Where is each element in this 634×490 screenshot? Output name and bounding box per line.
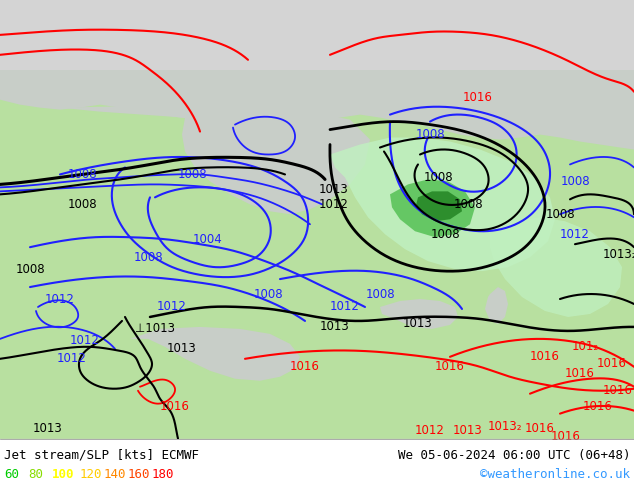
Text: 1016: 1016 <box>463 91 493 104</box>
Text: 1012: 1012 <box>70 334 100 347</box>
Text: 1012: 1012 <box>319 198 349 211</box>
Text: 1008: 1008 <box>423 171 453 184</box>
Text: 1012: 1012 <box>45 293 75 305</box>
Text: We 05-06-2024 06:00 UTC (06+48): We 05-06-2024 06:00 UTC (06+48) <box>398 449 630 462</box>
Polygon shape <box>390 179 475 237</box>
Polygon shape <box>485 287 508 324</box>
Text: 1016: 1016 <box>160 400 190 413</box>
Text: 1012: 1012 <box>415 424 445 437</box>
Text: 1016: 1016 <box>583 400 613 413</box>
Text: ⊥1013: ⊥1013 <box>135 322 175 336</box>
Text: 1016: 1016 <box>530 350 560 363</box>
Text: 1004: 1004 <box>193 233 223 245</box>
Text: 1008: 1008 <box>545 208 575 221</box>
Text: 60: 60 <box>4 468 19 481</box>
Text: 120: 120 <box>80 468 103 481</box>
Text: 1013: 1013 <box>403 318 433 330</box>
Text: 1016: 1016 <box>435 360 465 373</box>
Text: 1008: 1008 <box>560 175 590 188</box>
Text: 1013: 1013 <box>33 422 63 435</box>
Text: 1013₂: 1013₂ <box>488 420 522 433</box>
Polygon shape <box>490 217 622 317</box>
Text: 1013: 1013 <box>453 424 483 437</box>
Text: 1016: 1016 <box>551 430 581 443</box>
Text: 1012: 1012 <box>330 300 360 314</box>
Polygon shape <box>130 327 300 381</box>
Polygon shape <box>416 192 462 221</box>
Text: Jet stream/SLP [kts] ECMWF: Jet stream/SLP [kts] ECMWF <box>4 449 199 462</box>
Text: 1008: 1008 <box>365 288 395 300</box>
Text: 1016: 1016 <box>290 360 320 373</box>
Text: 1013: 1013 <box>320 320 350 333</box>
Polygon shape <box>0 234 634 439</box>
Text: 1016: 1016 <box>603 384 633 397</box>
Text: 1008: 1008 <box>133 251 163 264</box>
Polygon shape <box>0 99 634 439</box>
Polygon shape <box>330 138 555 271</box>
Text: 1016: 1016 <box>565 368 595 380</box>
Text: 1008: 1008 <box>67 198 97 211</box>
Text: 140: 140 <box>104 468 127 481</box>
Text: 101₂: 101₂ <box>571 341 598 353</box>
Text: 1013₂: 1013₂ <box>603 247 634 261</box>
Text: 160: 160 <box>128 468 150 481</box>
Text: 1008: 1008 <box>67 168 97 181</box>
Text: 1016: 1016 <box>597 357 627 370</box>
Text: 1012: 1012 <box>560 228 590 241</box>
Polygon shape <box>0 0 634 70</box>
Text: 100: 100 <box>52 468 75 481</box>
Text: 1008: 1008 <box>453 198 483 211</box>
Text: 1013: 1013 <box>167 343 197 355</box>
Text: 1016: 1016 <box>525 422 555 435</box>
Polygon shape <box>380 299 458 329</box>
Text: 1008: 1008 <box>15 263 45 275</box>
Text: 1008: 1008 <box>430 228 460 241</box>
Text: 1008: 1008 <box>415 128 445 141</box>
Text: 1008: 1008 <box>253 288 283 300</box>
Text: 1008: 1008 <box>177 168 207 181</box>
Text: 80: 80 <box>28 468 43 481</box>
Text: 1013: 1013 <box>319 183 349 196</box>
Polygon shape <box>60 105 370 214</box>
Text: ©weatheronline.co.uk: ©weatheronline.co.uk <box>480 468 630 481</box>
Text: 180: 180 <box>152 468 174 481</box>
Text: 1012: 1012 <box>157 300 187 314</box>
Text: 1012: 1012 <box>57 352 87 366</box>
